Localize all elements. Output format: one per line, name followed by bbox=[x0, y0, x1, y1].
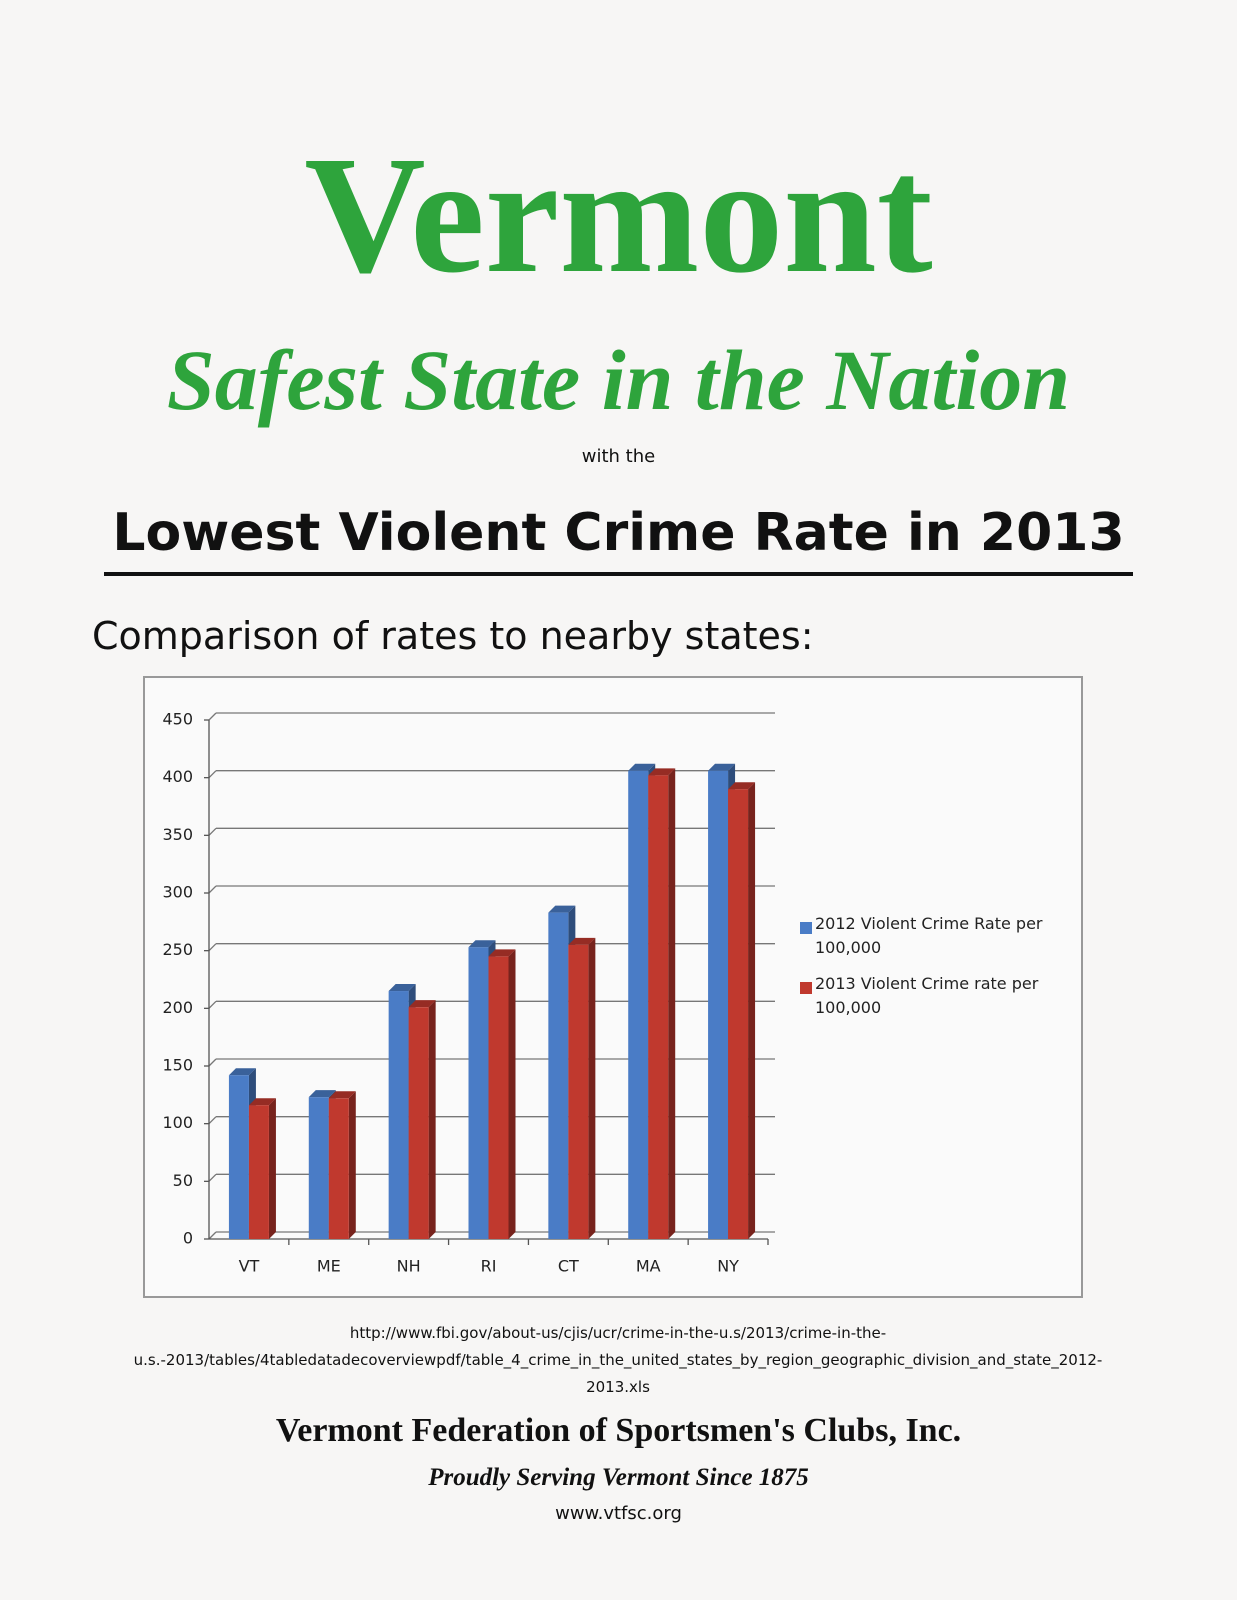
bar bbox=[728, 789, 749, 1239]
legend-entry: 2012 Violent Crime Rate per 100,000 bbox=[815, 914, 1043, 957]
bar bbox=[308, 1097, 329, 1239]
bar-side bbox=[428, 1000, 436, 1239]
bar-top bbox=[728, 782, 756, 790]
grid-line-depth bbox=[208, 885, 217, 894]
bar bbox=[468, 947, 489, 1239]
grid-line-depth bbox=[208, 943, 217, 952]
source: http://www.fbi.gov/about-us/cjis/ucr/cri… bbox=[133, 1324, 1103, 1396]
bar bbox=[568, 944, 589, 1239]
tagline: Proudly Serving Vermont Since 1875 bbox=[428, 1464, 809, 1491]
bar bbox=[708, 770, 729, 1239]
x-tick-label: VT bbox=[239, 1257, 260, 1276]
grid-line-depth bbox=[208, 1000, 217, 1009]
y-tick-label: 300 bbox=[162, 883, 193, 902]
bar-top bbox=[388, 984, 416, 992]
bar-top bbox=[328, 1091, 356, 1099]
x-tick-label: ME bbox=[317, 1257, 341, 1276]
x-tick-label: CT bbox=[558, 1257, 579, 1276]
bar bbox=[248, 1105, 269, 1239]
bar bbox=[548, 912, 569, 1239]
bar-top bbox=[248, 1098, 276, 1106]
bar bbox=[388, 991, 409, 1239]
y-tick-label: 350 bbox=[162, 825, 193, 844]
grid-line-depth bbox=[208, 712, 217, 721]
bar-top bbox=[708, 763, 736, 771]
bar bbox=[648, 775, 669, 1239]
x-tick-label: NY bbox=[717, 1257, 739, 1276]
chart: 0 50 100 150 200 250 300 350 400 450 VT ME NH RI CT MA N… bbox=[143, 676, 1083, 1298]
title: Vermont bbox=[304, 122, 933, 308]
bar bbox=[228, 1075, 249, 1239]
y-tick-label: 0 bbox=[183, 1229, 193, 1248]
bar-side bbox=[268, 1098, 276, 1239]
connector: with the bbox=[581, 446, 656, 467]
grid-line-depth bbox=[208, 770, 217, 779]
website: www.vtfsc.org bbox=[555, 1503, 682, 1524]
legend-label: 2013 Violent Crime rate per 100,000 bbox=[815, 974, 1039, 1017]
legend-swatch bbox=[800, 982, 812, 994]
y-tick-label: 250 bbox=[162, 940, 193, 959]
bar-side bbox=[348, 1091, 356, 1239]
grid-line-depth bbox=[208, 1058, 217, 1067]
legend-swatch bbox=[800, 922, 812, 934]
grid-line-depth bbox=[208, 1173, 217, 1182]
subtitle: Safest State in the Nation bbox=[166, 332, 1071, 428]
intro: Comparison of rates to nearby states: bbox=[92, 614, 814, 658]
bar bbox=[628, 770, 649, 1239]
headline-wrap: Lowest Violent Crime Rate in 2013 bbox=[0, 500, 1237, 576]
bar-top bbox=[468, 940, 496, 948]
chart-frame bbox=[143, 676, 1083, 1298]
bar-side bbox=[668, 768, 676, 1239]
grid-line-depth bbox=[208, 1231, 217, 1240]
bar bbox=[328, 1098, 349, 1239]
bar-side bbox=[748, 782, 756, 1239]
bar bbox=[488, 956, 509, 1239]
bar-top bbox=[488, 949, 516, 957]
bar-top bbox=[548, 905, 576, 913]
organization: Vermont Federation of Sportsmen's Clubs,… bbox=[275, 1412, 962, 1449]
x-tick-label: MA bbox=[636, 1257, 661, 1276]
bar-top bbox=[628, 763, 656, 771]
bar-side bbox=[508, 949, 516, 1239]
y-tick-label: 400 bbox=[162, 767, 193, 786]
grid-line-depth bbox=[208, 827, 217, 836]
y-tick-label: 450 bbox=[162, 710, 193, 729]
legend-entry: 2013 Violent Crime rate per 100,000 bbox=[815, 974, 1039, 1017]
headline: Lowest Violent Crime Rate in 2013 bbox=[104, 500, 1133, 576]
x-tick-label: NH bbox=[397, 1257, 421, 1276]
y-tick-label: 150 bbox=[162, 1056, 193, 1075]
grid-line-depth bbox=[208, 1116, 217, 1125]
bar-top bbox=[308, 1090, 336, 1098]
bar bbox=[408, 1007, 429, 1239]
bar-top bbox=[228, 1068, 256, 1076]
y-tick-label: 200 bbox=[162, 998, 193, 1017]
bar-top bbox=[568, 937, 596, 945]
bar-side bbox=[588, 937, 596, 1239]
bar-top bbox=[408, 1000, 436, 1008]
y-tick-label: 50 bbox=[173, 1171, 193, 1190]
x-tick-label: RI bbox=[481, 1257, 497, 1276]
legend-label: 2012 Violent Crime Rate per 100,000 bbox=[815, 914, 1043, 957]
y-tick-label: 100 bbox=[162, 1113, 193, 1132]
bar-top bbox=[648, 768, 676, 776]
